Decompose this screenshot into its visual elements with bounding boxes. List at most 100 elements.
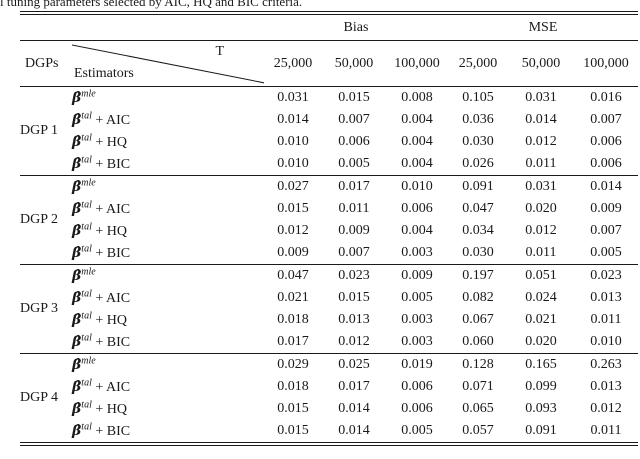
value-cell: 0.003 [401,334,433,349]
value-cell: 0.006 [401,401,433,416]
estimator-suffix: + BIC [91,423,131,439]
value-cell: 0.031 [525,179,557,194]
estimator-superscript: mle [81,176,96,188]
table-row: β̂tal + BIC 0.010 0.005 0.004 0.026 0.01… [20,153,638,176]
value-cell: 0.051 [525,268,557,283]
estimator-superscript: tal [81,198,92,210]
value-cell: 0.009 [338,223,370,238]
value-cell: 0.010 [277,156,309,171]
table-row: DGP 1 β̂mle 0.031 0.015 0.008 0.105 0.03… [20,87,638,138]
estimator-superscript: tal [81,331,92,343]
value-cell: 0.016 [590,90,622,105]
value-cell: 0.012 [525,134,557,149]
value-cell: 0.065 [462,401,494,416]
dgp-2-group: DGP 2 β̂mle 0.027 0.017 0.010 0.091 0.03… [20,176,639,265]
value-cell: 0.014 [590,179,622,194]
estimator-suffix: + AIC [91,290,131,306]
estimator-suffix: + BIC [91,245,131,261]
value-cell: 0.031 [525,90,557,105]
estimator-label: β̂tal + HQ [72,398,264,420]
table-row: β̂tal + AIC 0.021 0.015 0.005 0.082 0.02… [20,287,638,309]
beta-hat-symbol: β̂ [72,222,82,239]
value-cell: 0.009 [590,201,622,216]
table-row: β̂tal + HQ 0.010 0.006 0.004 0.030 0.012… [20,131,638,153]
corner-spacer [20,15,264,41]
dgp-4-group: DGP 4 β̂mle 0.029 0.025 0.019 0.128 0.16… [20,354,638,443]
estimator-label: β̂tal + AIC [72,109,264,131]
value-cell: 0.017 [338,179,370,194]
value-cell: 0.012 [525,223,557,238]
value-cell: 0.034 [462,223,494,238]
value-cell: 0.018 [277,312,309,327]
beta-hat-symbol: β̂ [72,400,82,417]
table-row: β̂tal + AIC 0.015 0.011 0.006 0.047 0.02… [20,198,638,220]
dgp-label: DGP 3 [20,301,58,316]
value-cell: 0.021 [277,290,309,305]
estimator-label: β̂tal + AIC [72,376,264,398]
estimator-superscript: tal [81,131,92,143]
table-row: β̂tal + AIC 0.014 0.007 0.004 0.036 0.01… [20,109,638,131]
value-cell: 0.006 [590,156,622,171]
value-cell: 0.060 [462,334,494,349]
value-cell: 0.023 [590,268,622,283]
t-header-label: T [215,44,224,59]
value-cell: 0.004 [401,223,433,238]
dgp-1-group: DGP 1 β̂mle 0.031 0.015 0.008 0.105 0.03… [20,87,639,176]
simulation-results-table: Bias MSE DGPs T Estimators 25,000 50,000 [20,15,639,443]
estimator-superscript: mle [81,265,96,277]
value-cell: 0.007 [338,245,370,260]
estimator-label: β̂mle [72,176,264,199]
estimators-header-label: Estimators [74,66,134,81]
value-cell: 0.005 [590,245,622,260]
beta-hat-symbol: β̂ [72,267,82,284]
value-cell: 0.099 [525,379,557,394]
table-caption-clipped: l tuning parameters selected by AIC, HQ … [0,0,640,9]
estimator-superscript: tal [81,242,92,254]
value-cell: 0.014 [338,401,370,416]
t-value-header: 100,000 [574,40,639,87]
table-row: DGP 3 β̂mle 0.047 0.023 0.009 0.197 0.05… [20,265,638,316]
beta-hat-symbol: β̂ [72,422,82,439]
value-cell: 0.027 [277,179,309,194]
estimator-label: β̂mle [72,87,264,110]
estimator-superscript: tal [81,309,92,321]
value-cell: 0.025 [338,357,370,372]
beta-hat-symbol: β̂ [72,244,82,261]
value-cell: 0.014 [277,112,309,127]
value-cell: 0.093 [525,401,557,416]
dgp-3-group: DGP 3 β̂mle 0.047 0.023 0.009 0.197 0.05… [20,265,639,354]
value-cell: 0.011 [338,201,370,216]
sample-size-header-row: DGPs T Estimators 25,000 50,000 100,000 … [20,40,639,87]
value-cell: 0.015 [277,423,309,438]
value-cell: 0.003 [401,312,433,327]
table-row: β̂tal + BIC 0.009 0.007 0.003 0.030 0.01… [20,242,638,265]
value-cell: 0.015 [277,401,309,416]
value-cell: 0.091 [525,423,557,438]
bias-header: Bias [264,15,448,41]
table-row: β̂tal + HQ 0.018 0.013 0.003 0.067 0.021… [20,309,638,331]
table-header: Bias MSE DGPs T Estimators 25,000 50,000 [20,15,639,87]
beta-hat-symbol: β̂ [72,356,82,373]
value-cell: 0.017 [277,334,309,349]
table-row: β̂tal + BIC 0.015 0.014 0.005 0.057 0.09… [20,420,638,442]
value-cell: 0.014 [338,423,370,438]
estimator-label: β̂tal + BIC [72,153,264,176]
value-cell: 0.047 [277,268,309,283]
value-cell: 0.047 [462,201,494,216]
dgp-label: DGP 4 [20,390,58,405]
value-cell: 0.105 [462,90,494,105]
estimator-suffix: + AIC [91,112,131,128]
estimator-superscript: tal [81,287,92,299]
estimator-label: β̂tal + HQ [72,220,264,242]
estimator-suffix: + HQ [91,401,127,417]
mse-header: MSE [448,15,639,41]
estimator-superscript: mle [81,354,96,366]
estimator-label: β̂tal + HQ [72,309,264,331]
value-cell: 0.067 [462,312,494,327]
value-cell: 0.018 [277,379,309,394]
value-cell: 0.011 [590,423,622,438]
table-top-double-rule [20,11,638,15]
value-cell: 0.008 [401,90,433,105]
beta-hat-symbol: β̂ [72,333,82,350]
